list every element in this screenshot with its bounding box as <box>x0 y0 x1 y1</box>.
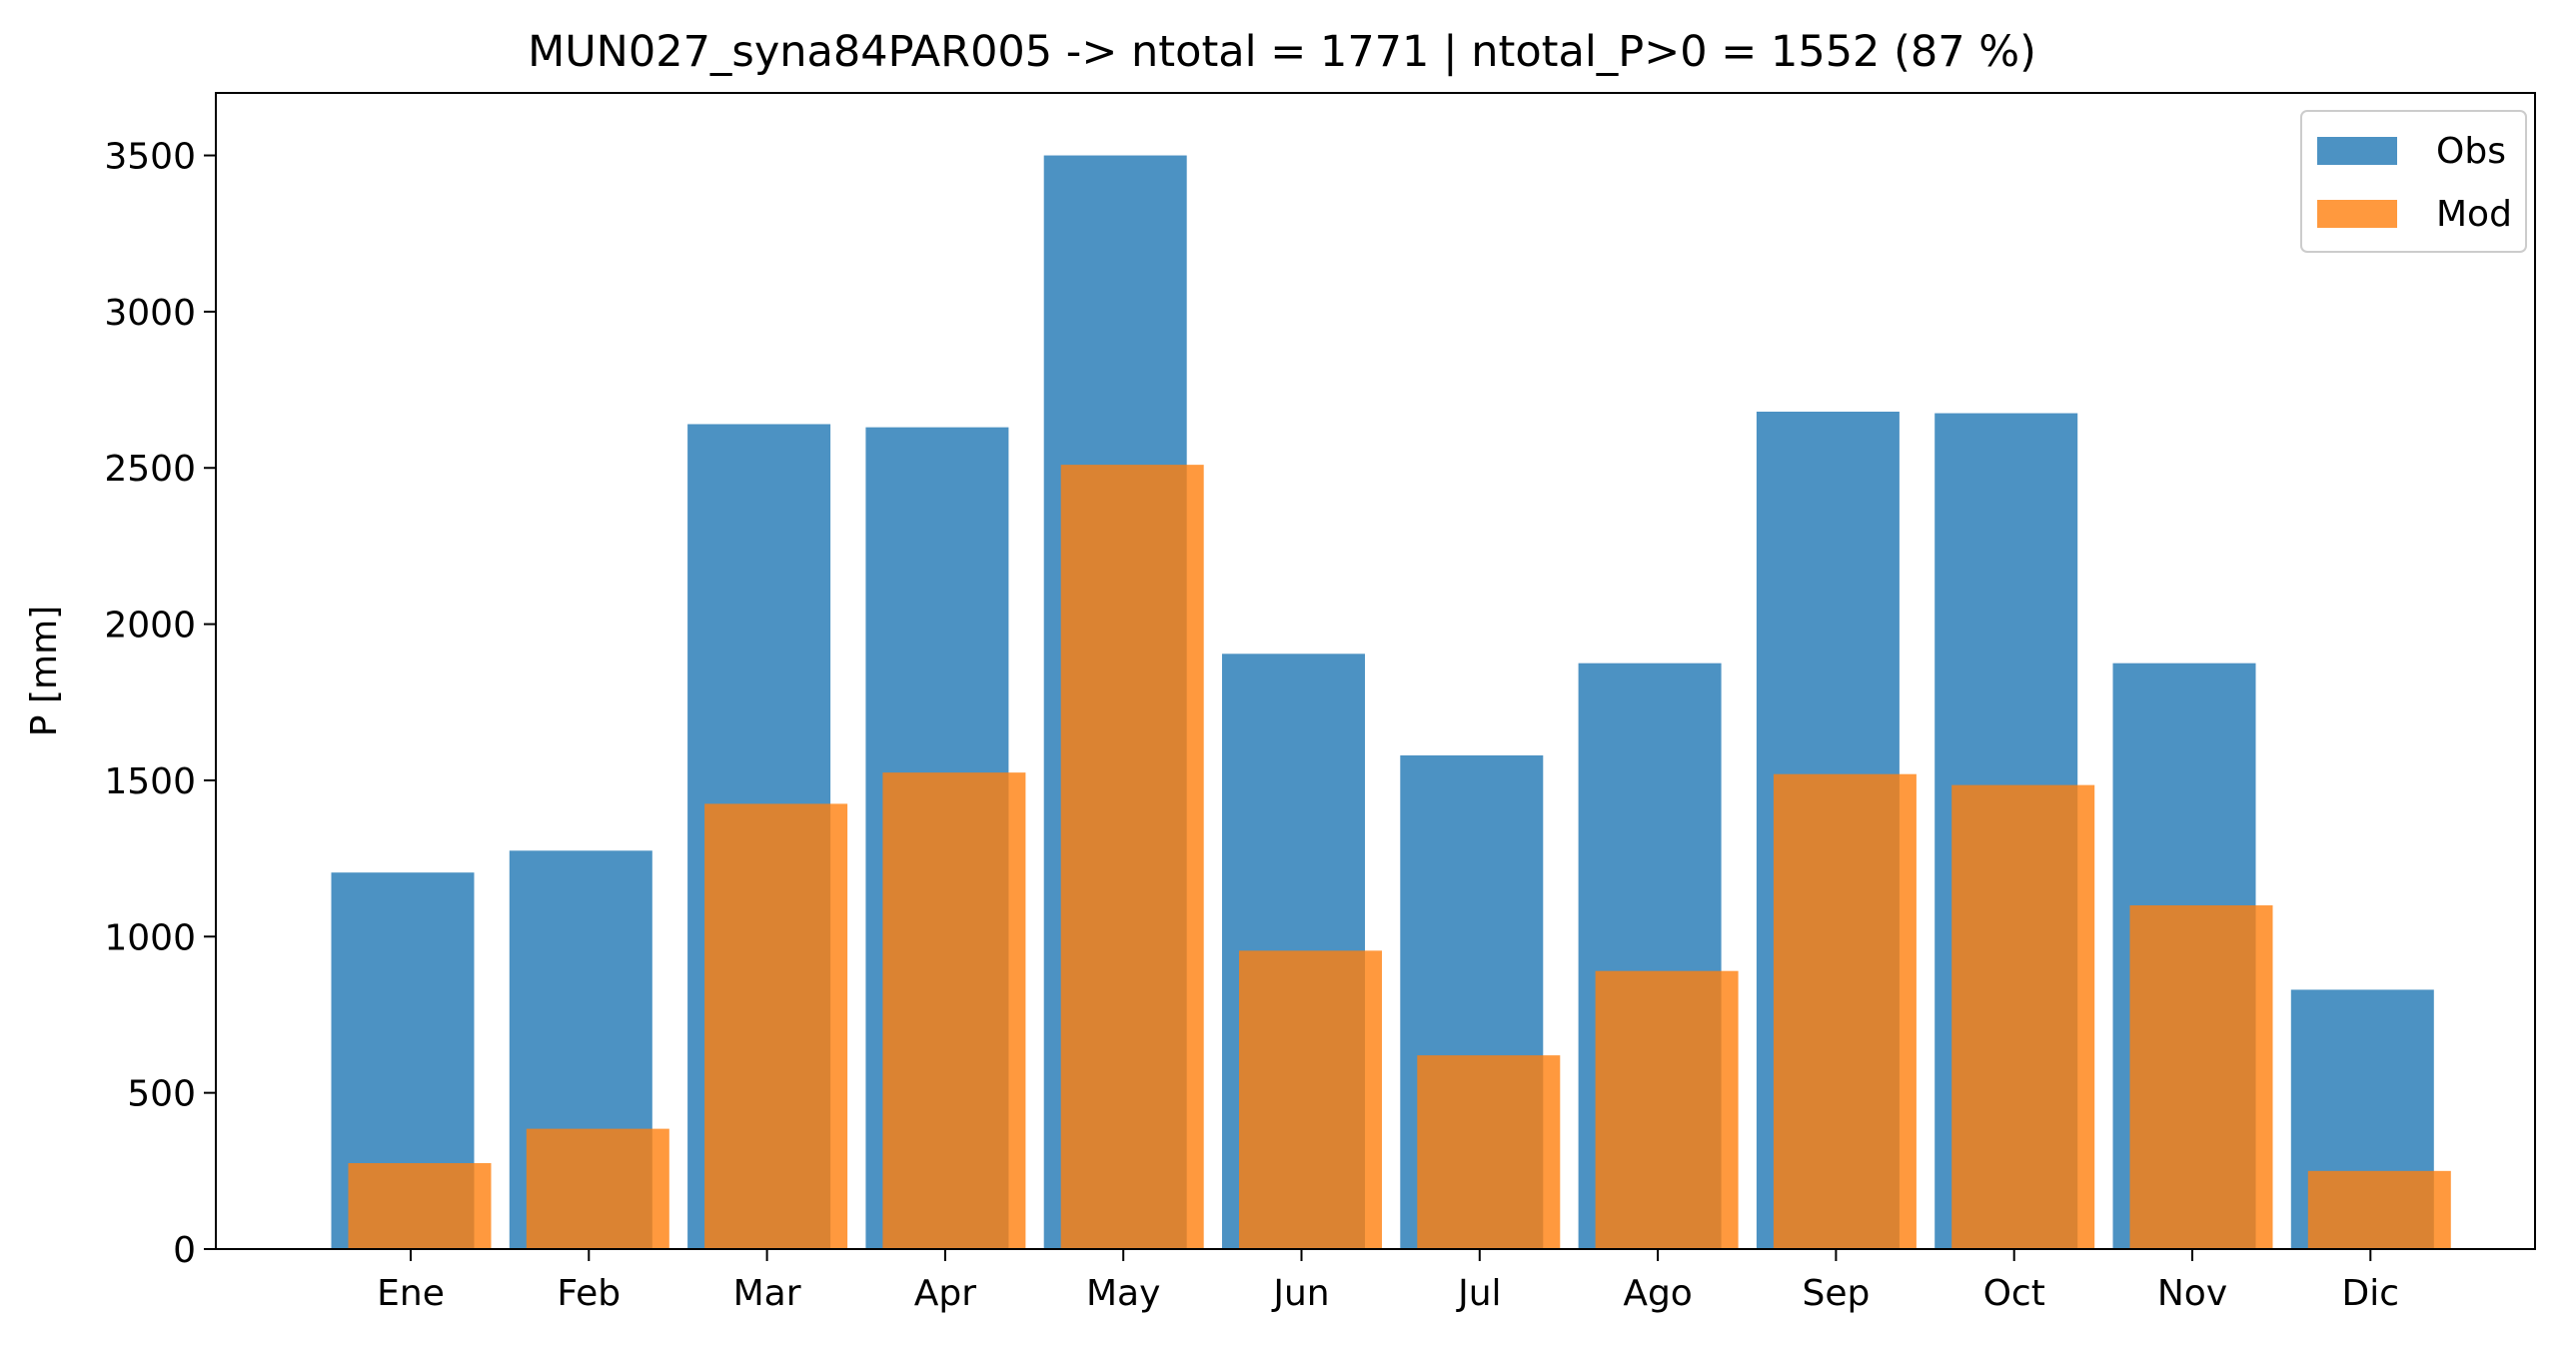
x-tick-label: May <box>1086 1273 1160 1314</box>
y-axis-ticks: 0 500 1000 1500 2000 2500 3000 3500 <box>104 137 216 1271</box>
legend-swatch-obs <box>2317 137 2397 165</box>
bar-mod-may <box>1060 465 1204 1249</box>
bar-mod-jul <box>1417 1055 1561 1249</box>
x-tick-label: Nov <box>2157 1273 2227 1314</box>
bar-mod-ago <box>1595 970 1739 1249</box>
x-axis-ticks: Ene Feb Mar Apr May Jun Jul Ago Sep Oct Nov Dic <box>377 1249 2399 1314</box>
x-tick-label: Ago <box>1623 1273 1693 1314</box>
x-tick-label: Dic <box>2342 1273 2400 1314</box>
x-tick-label: Sep <box>1802 1273 1870 1314</box>
legend-label-obs: Obs <box>2436 131 2506 172</box>
legend-label-mod: Mod <box>2436 194 2512 235</box>
y-tick-label: 1000 <box>104 917 196 958</box>
y-tick-label: 1500 <box>104 761 196 802</box>
x-tick-label: Jun <box>1271 1273 1329 1314</box>
legend-swatch-mod <box>2317 200 2397 228</box>
x-tick-label: Oct <box>1983 1273 2045 1314</box>
bar-mod-apr <box>882 772 1026 1249</box>
y-axis-label: P [mm] <box>24 606 65 736</box>
chart-title: MUN027_syna84PAR005 -> ntotal = 1771 | n… <box>528 27 2036 77</box>
x-tick-label: Apr <box>914 1273 976 1314</box>
y-tick-label: 500 <box>127 1074 196 1115</box>
x-tick-label: Jul <box>1456 1273 1501 1314</box>
plot-frame <box>215 92 2536 1250</box>
bar-mod-oct <box>1951 784 2095 1249</box>
bar-mod-feb <box>526 1128 669 1249</box>
x-tick-label: Feb <box>557 1273 621 1314</box>
bar-mod-mar <box>704 803 848 1249</box>
bar-mod-sep <box>1773 773 1917 1249</box>
bar-mod-jun <box>1239 950 1382 1249</box>
y-tick-label: 2500 <box>104 449 196 490</box>
y-tick-label: 3500 <box>104 137 196 178</box>
bar-mod-dic <box>2307 1170 2451 1249</box>
x-tick-label: Ene <box>377 1273 445 1314</box>
y-tick-label: 3000 <box>104 293 196 334</box>
bar-mod-nov <box>2129 905 2273 1249</box>
bars <box>331 155 2451 1250</box>
y-tick-label: 0 <box>173 1230 196 1271</box>
bar-mod-ene <box>348 1163 492 1249</box>
y-tick-label: 2000 <box>104 606 196 647</box>
legend: Obs Mod <box>2300 110 2527 253</box>
x-tick-label: Mar <box>733 1273 801 1314</box>
